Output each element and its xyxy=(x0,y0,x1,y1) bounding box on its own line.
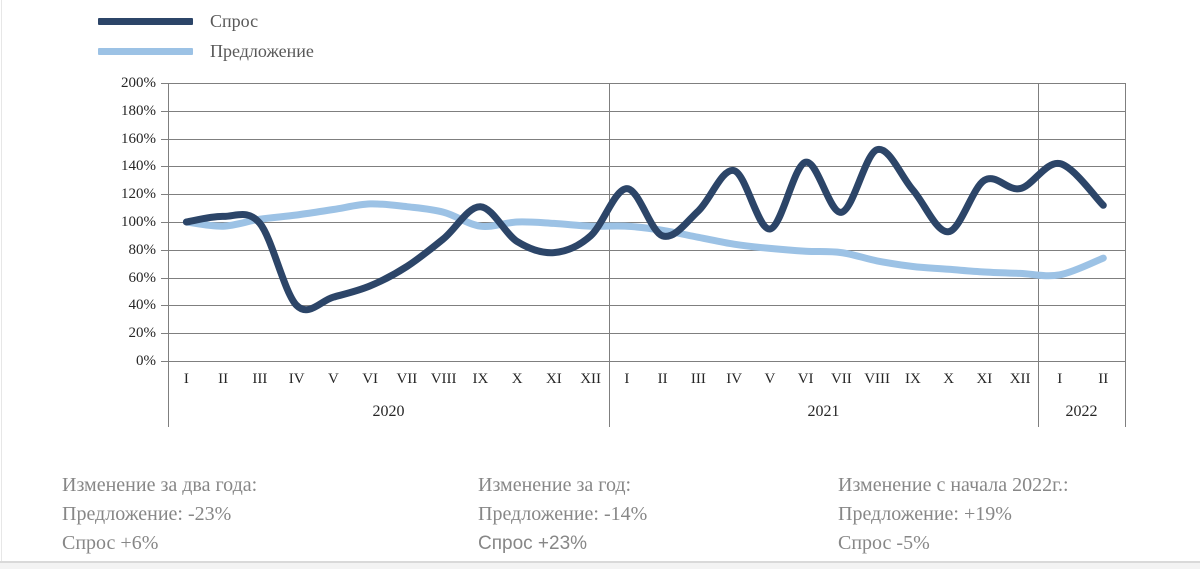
x-axis-month-label: II xyxy=(218,371,229,387)
annotation-supply-change: Предложение: +19% xyxy=(838,503,1012,525)
y-axis-label: 180% xyxy=(121,103,156,119)
left-edge-divider xyxy=(1,0,2,569)
y-axis-label: 120% xyxy=(121,186,156,202)
annotation-demand-change: Спрос +23% xyxy=(478,533,588,554)
annotation-demand-change: Спрос -5% xyxy=(838,532,930,554)
x-axis-year-label: 2021 xyxy=(807,403,840,420)
bottom-divider xyxy=(0,561,1200,563)
y-axis-tick xyxy=(161,250,168,251)
bottom-strip xyxy=(0,563,1200,569)
y-axis-label: 100% xyxy=(121,214,156,230)
x-axis-year-label: 2020 xyxy=(372,403,405,420)
y-axis-tick xyxy=(161,166,168,167)
spros-color-swatch xyxy=(98,17,193,25)
x-axis-month-label: II xyxy=(1098,371,1109,387)
x-axis-month-label: IX xyxy=(472,371,489,387)
gridline xyxy=(168,278,1125,279)
y-axis-tick xyxy=(161,194,168,195)
year-separator-line xyxy=(1038,83,1039,427)
annotation-title: Изменение за два года: xyxy=(62,474,258,496)
chart-plot-area xyxy=(182,146,1107,314)
x-axis-month-label: III xyxy=(690,371,706,387)
annotation-supply-change: Предложение: -23% xyxy=(62,503,232,525)
y-axis-label: 0% xyxy=(136,353,156,369)
y-axis-tick xyxy=(161,111,168,112)
x-axis-month-label: VII xyxy=(830,371,852,387)
y-axis-tick xyxy=(161,83,168,84)
gridline xyxy=(168,222,1125,223)
y-axis-tick xyxy=(161,305,168,306)
x-axis-month-label: I xyxy=(183,371,189,387)
year-separator-line xyxy=(168,83,169,427)
legend-label-spros: Спрос xyxy=(210,10,259,31)
y-axis-tick xyxy=(161,139,168,140)
predlozhenie-color-swatch xyxy=(98,47,193,55)
gridline xyxy=(168,83,1125,84)
x-axis-month-label: XII xyxy=(1009,371,1031,387)
legend-item-spros: Спрос xyxy=(98,6,314,36)
annotation-one-year: Изменение за год: Предложение: -14% Спро… xyxy=(478,471,647,558)
y-axis-label: 160% xyxy=(121,131,156,147)
y-axis-label: 20% xyxy=(128,325,157,341)
year-separator-line xyxy=(609,83,610,427)
y-axis-tick xyxy=(161,222,168,223)
y-axis-tick xyxy=(161,333,168,334)
annotation-title: Изменение с начала 2022г.: xyxy=(838,474,1069,496)
chart-legend: Спрос Предложение xyxy=(98,6,314,66)
gridline xyxy=(168,333,1125,334)
x-axis-month-label: VII xyxy=(396,371,418,387)
x-axis-month-label: IX xyxy=(904,371,921,387)
y-axis-label: 200% xyxy=(121,75,156,91)
x-axis-month-label: XI xyxy=(545,371,562,387)
y-axis-label: 140% xyxy=(121,158,156,174)
annotation-since-2022: Изменение с начала 2022г.: Предложение: … xyxy=(838,471,1069,558)
x-axis-month-label: IV xyxy=(726,371,743,387)
legend-item-predlozhenie: Предложение xyxy=(98,36,314,66)
x-axis-month-label: X xyxy=(511,371,523,387)
x-axis-month-label: X xyxy=(943,371,955,387)
y-axis-tick xyxy=(161,361,168,362)
x-axis-month-label: II xyxy=(657,371,668,387)
x-axis-month-label: I xyxy=(624,371,630,387)
gridline xyxy=(168,139,1125,140)
y-axis-tick xyxy=(161,278,168,279)
x-axis-month-label: III xyxy=(252,371,268,387)
gridline xyxy=(168,250,1125,251)
x-axis-month-label: VI xyxy=(797,371,814,387)
y-axis-label: 80% xyxy=(128,242,157,258)
y-axis-label: 60% xyxy=(128,270,157,286)
gridline xyxy=(168,111,1125,112)
x-axis-year-label: 2022 xyxy=(1065,403,1098,420)
annotation-demand-change: Спрос +6% xyxy=(62,532,159,554)
spros-line xyxy=(182,146,1107,314)
x-axis-month-label: VI xyxy=(362,371,379,387)
annotation-supply-change: Предложение: -14% xyxy=(478,503,648,525)
gridline xyxy=(168,166,1125,167)
x-axis-month-label: VIII xyxy=(864,371,891,387)
gridline xyxy=(168,194,1125,195)
legend-label-predlozhenie: Предложение xyxy=(210,40,314,61)
x-axis-month-label: VIII xyxy=(430,371,457,387)
x-axis-month-label: V xyxy=(327,371,339,387)
gridline xyxy=(168,361,1125,362)
y-axis-label: 40% xyxy=(128,297,157,313)
annotation-two-years: Изменение за два года: Предложение: -23%… xyxy=(62,471,257,558)
x-axis-month-label: XI xyxy=(976,371,993,387)
x-axis-month-label: IV xyxy=(288,371,305,387)
x-axis-month-label: I xyxy=(1057,371,1063,387)
x-axis-month-label: XII xyxy=(580,371,602,387)
year-separator-line xyxy=(1125,83,1126,427)
predlozhenie-line xyxy=(182,200,1107,280)
annotation-title: Изменение за год: xyxy=(478,474,632,496)
x-axis-month-label: V xyxy=(764,371,776,387)
gridline xyxy=(168,305,1125,306)
